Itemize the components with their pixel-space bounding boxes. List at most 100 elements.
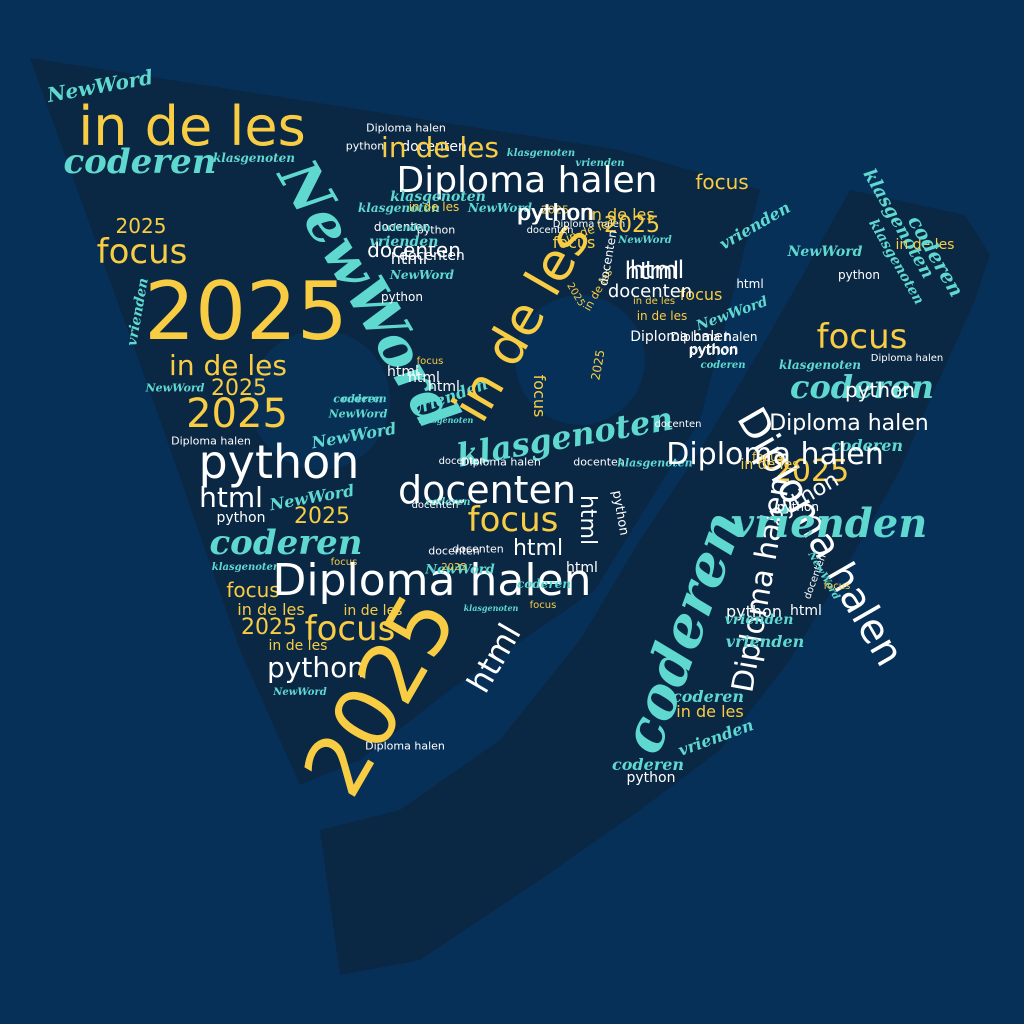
cloud-word-in-de-les: in de les	[237, 600, 305, 619]
cloud-word-focus: focus	[695, 170, 749, 194]
cloud-word-python: python	[516, 201, 594, 226]
cloud-word-python: python	[689, 342, 739, 358]
cloud-word-focus: focus	[96, 232, 188, 272]
cloud-word-python: python	[626, 770, 676, 786]
cloud-word-coderen: coderen	[700, 360, 746, 371]
cloud-word-python: python	[198, 435, 360, 489]
cloud-word-in-de-les: in de les	[740, 457, 800, 473]
upper-wedge-shape	[30, 58, 760, 785]
cloud-word-in-de-les: in de les	[381, 131, 499, 164]
cloud-word-in-de-les: in de les	[268, 638, 328, 654]
cloud-word-klasgenoten: klasgenoten	[506, 148, 576, 159]
cloud-word-html: html	[428, 379, 460, 395]
cloud-word-in-de-les: in de les	[343, 603, 403, 619]
cloud-word-coderen: coderen	[209, 523, 363, 563]
cloud-word-newword: NewWord	[145, 381, 205, 395]
cloud-word-in-de-les: in de les	[169, 349, 287, 382]
cloud-word-focus: focus	[467, 500, 559, 540]
cloud-word-docenten: docenten	[399, 248, 465, 264]
left-hole	[250, 330, 390, 470]
cloud-word-newword: NewWord	[328, 407, 388, 421]
cloud-word-python: python	[416, 223, 456, 237]
cloud-word-in-de-les: in de les	[632, 296, 676, 307]
cloud-word-focus: focus	[679, 285, 723, 304]
cloud-word-focus: focus	[552, 233, 596, 252]
cloud-word-newword: NewWord	[618, 235, 672, 246]
cloud-word-python: python	[381, 290, 423, 304]
cloud-word-python: python	[345, 139, 385, 153]
cloud-word-docenten: docenten	[526, 225, 574, 236]
cloud-word-html: html	[199, 481, 263, 514]
cloud-word-docenten: docenten	[654, 419, 702, 430]
cloud-word-in-de-les: in de les	[408, 200, 460, 214]
cloud-word-coderen: coderen	[63, 142, 217, 182]
cloud-word-2025: 2025	[604, 213, 660, 238]
cloud-word-2025: 2025	[186, 391, 288, 437]
cloud-word-in-de-les: in de les	[895, 237, 955, 253]
cloud-word-python: python	[517, 201, 595, 226]
cloud-word-docenten: docenten	[438, 456, 486, 467]
cloud-word-vrienden: vrienden	[730, 500, 928, 547]
cloud-word-in-de-les: in de les	[636, 309, 688, 323]
cloud-word-python: python	[838, 268, 880, 282]
cloud-word-focus: focus	[529, 600, 557, 611]
cloud-word-html: html	[575, 494, 600, 546]
cloud-word-vrienden: vrienden	[369, 234, 439, 250]
cloud-word-docenten: docenten	[401, 139, 467, 155]
cloud-word-focus: focus	[226, 578, 280, 602]
cloud-word-diploma-halen: Diploma halen	[396, 160, 658, 201]
cloud-word-diploma-halen: Diploma halen	[666, 437, 884, 472]
cloud-word-focus: focus	[530, 374, 549, 418]
cloud-word-diploma-halen: Diploma halen	[365, 739, 445, 753]
cloud-word-python: python	[267, 651, 365, 684]
cloud-word-newword: NewWord	[389, 268, 455, 282]
cloud-word-coderen: coderen	[516, 577, 572, 591]
cloud-word-coderen: coderen	[333, 392, 383, 406]
cloud-word-python: python	[845, 378, 915, 402]
cloud-word-html: html	[790, 603, 822, 619]
cloud-word-html: html	[408, 370, 440, 386]
cloud-word-klasgenoten: klasgenoten	[211, 562, 281, 573]
cloud-word-klasgenoten: klasgenoten	[390, 189, 486, 205]
cloud-word-focus: focus	[816, 317, 908, 357]
cloud-word-python: python	[216, 510, 266, 526]
cloud-word-2025: 2025	[541, 203, 569, 217]
cloud-word-diploma-halen: Diploma halen	[552, 219, 626, 230]
cloud-word-2025: 2025	[144, 265, 348, 358]
cloud-word-docenten: docenten	[397, 468, 577, 512]
cloud-word-docenten: docenten	[607, 281, 693, 302]
cloud-word-coderen: coderen	[830, 436, 904, 455]
cloud-word-python: python	[688, 343, 738, 359]
cloud-word-docenten: docenten	[411, 500, 459, 511]
cloud-word-html: html	[566, 560, 598, 576]
cloud-word-vrienden: vrienden	[724, 612, 794, 628]
cloud-word-diploma-halen: Diploma halen	[870, 353, 944, 364]
cloud-word-focus: focus	[823, 581, 851, 592]
cloud-word-klasgenoten: klasgenoten	[212, 151, 296, 165]
cloud-word-klasgenoten: klasgenoten	[778, 358, 862, 372]
cloud-word-coderen: coderen	[425, 497, 471, 508]
cloud-word-newword: NewWord	[273, 687, 327, 698]
cloud-word-diploma-halen: Diploma halen	[630, 329, 732, 345]
cloud-word-diploma-halen: Diploma halen	[670, 330, 758, 344]
cloud-word-newword: NewWord	[787, 244, 863, 260]
cloud-word-diploma-halen: Diploma halen	[272, 555, 592, 606]
cloud-word-html: html	[387, 364, 419, 380]
cloud-word-coderen: coderen	[789, 368, 935, 406]
cloud-word-diploma-halen: Diploma halen	[461, 455, 541, 469]
cloud-word-html: html	[624, 257, 680, 285]
cloud-word-html: html	[629, 256, 685, 284]
center-hole	[515, 295, 645, 425]
cloud-word-docenten: docenten	[428, 544, 480, 558]
cloud-word-klasgenoten: klasgenoten	[418, 415, 474, 425]
cloud-word-python: python	[777, 500, 819, 514]
cloud-word-vrienden: vrienden	[381, 223, 431, 234]
cloud-word-focus: focus	[330, 557, 358, 568]
cloud-word-focus: focus	[751, 450, 785, 464]
cloud-word-2025: 2025	[294, 504, 350, 529]
cloud-word-coderen: coderen	[341, 394, 387, 405]
cloud-word-docenten: docenten	[573, 455, 625, 469]
cloud-word-2025: 2025	[211, 376, 267, 401]
